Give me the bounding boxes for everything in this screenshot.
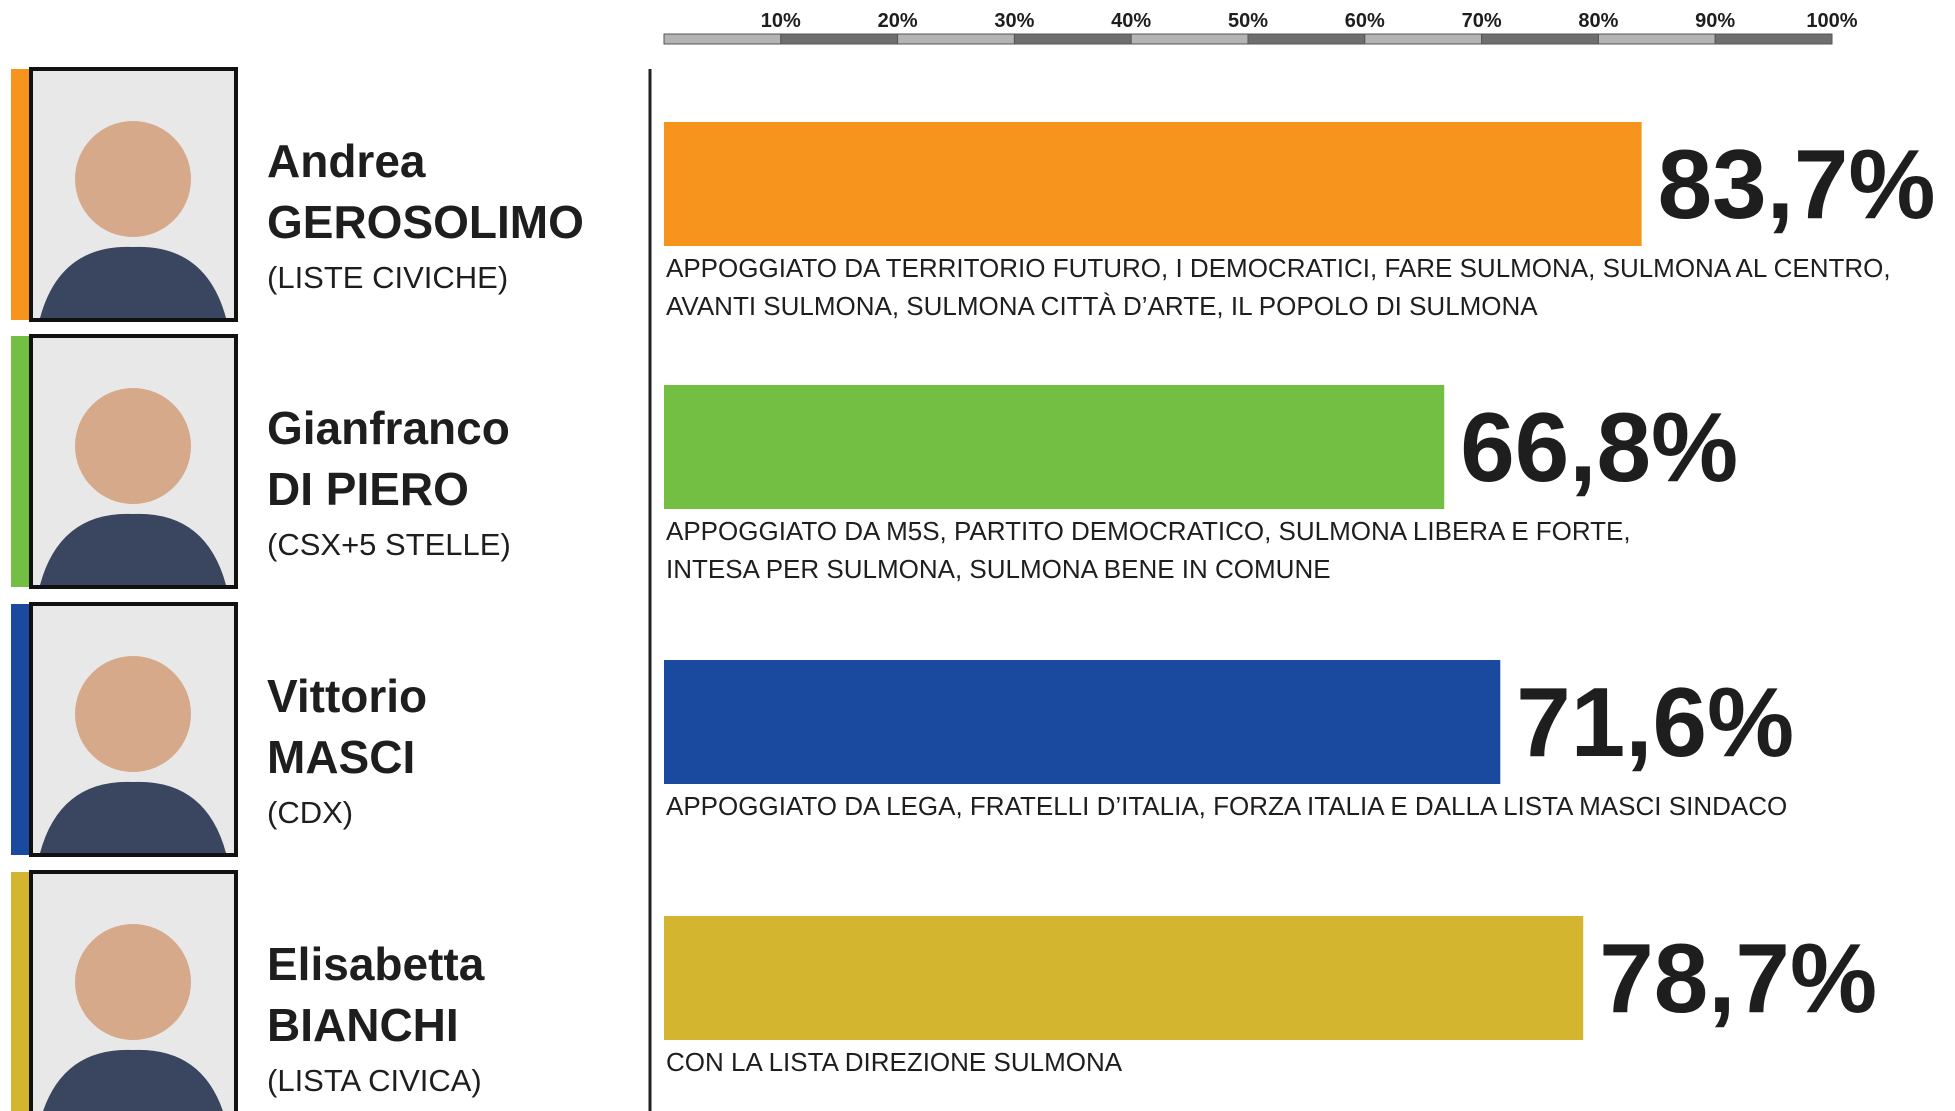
last-name: DI PIERO (267, 463, 469, 515)
color-strip (11, 336, 30, 587)
scale-segment (898, 34, 1015, 44)
scale-segment (1482, 34, 1599, 44)
value-label: 78,7% (1599, 923, 1877, 1033)
support-text: APPOGGIATO DA M5S, PARTITO DEMOCRATICO, … (666, 516, 1631, 546)
value-label: 71,6% (1516, 667, 1794, 777)
coalition: (LISTA CIVICA) (267, 1063, 482, 1098)
support-text: CON LA LISTA DIREZIONE SULMONA (666, 1047, 1123, 1077)
x-tick-label: 50% (1228, 10, 1268, 32)
scale-segment (1365, 34, 1482, 44)
last-name: BIANCHI (267, 999, 459, 1051)
last-name: GEROSOLIMO (267, 196, 584, 248)
first-name: Gianfranco (267, 402, 510, 454)
x-tick-label: 30% (994, 10, 1034, 32)
scale-segment (1598, 34, 1715, 44)
scale-segment (1248, 34, 1365, 44)
chart: 10% 20% 30% 40% 50% 60% 70% 80% 90% 100% Andrea GER… (0, 0, 1955, 1111)
x-tick-label: 10% (761, 10, 801, 32)
x-tick-label: 20% (878, 10, 918, 32)
support-text: APPOGGIATO DA TERRITORIO FUTURO, I DEMOC… (666, 253, 1891, 283)
last-name: MASCI (267, 731, 415, 783)
x-tick-label: 60% (1345, 10, 1385, 32)
bar (664, 122, 1642, 246)
scale-segment (1014, 34, 1131, 44)
value-label: 83,7% (1658, 129, 1936, 239)
scale-segment (1131, 34, 1248, 44)
value-label: 66,8% (1460, 392, 1738, 502)
x-tick-label: 40% (1111, 10, 1151, 32)
photo-head (75, 388, 191, 504)
support-text: INTESA PER SULMONA, SULMONA BENE IN COMU… (666, 554, 1331, 584)
first-name: Vittorio (267, 670, 427, 722)
scale-segment (1715, 34, 1832, 44)
first-name: Elisabetta (267, 938, 485, 990)
x-tick-label: 100% (1806, 10, 1857, 32)
coalition: (CSX+5 STELLE) (267, 527, 511, 562)
bar (664, 660, 1500, 784)
color-strip (11, 604, 30, 855)
bar (664, 385, 1444, 509)
coalition: (LISTE CIVICHE) (267, 260, 508, 295)
first-name: Andrea (267, 135, 426, 187)
scale-segment (664, 34, 781, 44)
color-strip (11, 872, 30, 1111)
color-strip (11, 69, 30, 320)
x-tick-label: 80% (1578, 10, 1618, 32)
scale-segment (781, 34, 898, 44)
support-text: APPOGGIATO DA LEGA, FRATELLI D’ITALIA, F… (666, 791, 1787, 821)
x-tick-label: 70% (1462, 10, 1502, 32)
photo-head (75, 121, 191, 237)
coalition: (CDX) (267, 795, 353, 830)
bar (664, 916, 1583, 1040)
support-text: AVANTI SULMONA, SULMONA CITTÀ D’ARTE, IL… (666, 291, 1538, 321)
x-tick-label: 90% (1695, 10, 1735, 32)
photo-head (75, 924, 191, 1040)
photo-head (75, 656, 191, 772)
